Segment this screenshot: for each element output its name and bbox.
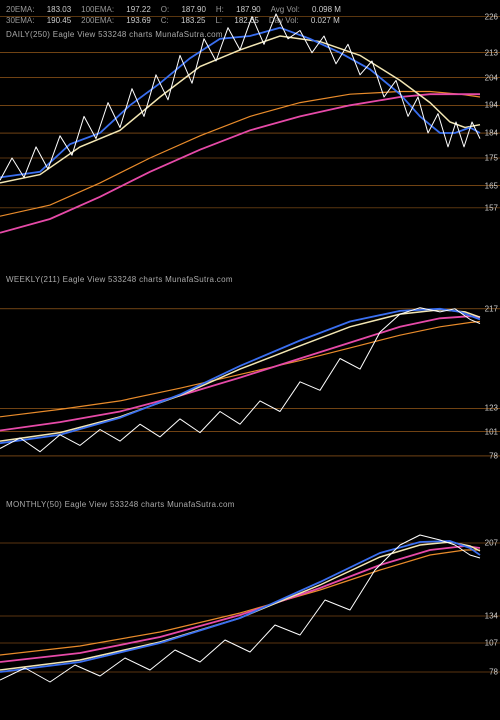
series-weekly-ema30 bbox=[0, 310, 480, 441]
series-monthly-ema200 bbox=[0, 550, 480, 655]
ylabel: 101 bbox=[485, 427, 498, 436]
ylabel: 213 bbox=[485, 48, 498, 57]
panel-monthly: MONTHLY(50) Eagle View 533248 charts Mun… bbox=[0, 490, 500, 700]
series-daily-ema30 bbox=[0, 36, 480, 183]
ylabel: 194 bbox=[485, 101, 498, 110]
ylabel: 78 bbox=[489, 668, 498, 677]
ylabel: 123 bbox=[485, 404, 498, 413]
series-monthly-ema20 bbox=[0, 541, 480, 672]
ylabel: 175 bbox=[485, 153, 498, 162]
ylabel: 184 bbox=[485, 129, 498, 138]
ylabel: 226 bbox=[485, 12, 498, 21]
ylabel: 157 bbox=[485, 203, 498, 212]
panel-title-weekly: WEEKLY(211) Eagle View 533248 charts Mun… bbox=[6, 275, 233, 284]
ylabel: 207 bbox=[485, 539, 498, 548]
panel-title-monthly: MONTHLY(50) Eagle View 533248 charts Mun… bbox=[6, 500, 235, 509]
ylabel: 78 bbox=[489, 451, 498, 460]
series-monthly-ema100 bbox=[0, 546, 480, 662]
chart-monthly bbox=[0, 520, 500, 700]
series-weekly-ema20 bbox=[0, 309, 480, 443]
panel-weekly: WEEKLY(211) Eagle View 533248 charts Mun… bbox=[0, 265, 500, 475]
panel-daily: DAILY(250) Eagle View 533248 charts Muna… bbox=[0, 0, 500, 255]
chart-daily bbox=[0, 0, 500, 255]
ylabel: 165 bbox=[485, 181, 498, 190]
chart-weekly bbox=[0, 295, 500, 475]
ylabel: 134 bbox=[485, 612, 498, 621]
ylabel: 107 bbox=[485, 639, 498, 648]
ylabel: 204 bbox=[485, 73, 498, 82]
ylabel: 217 bbox=[485, 304, 498, 313]
